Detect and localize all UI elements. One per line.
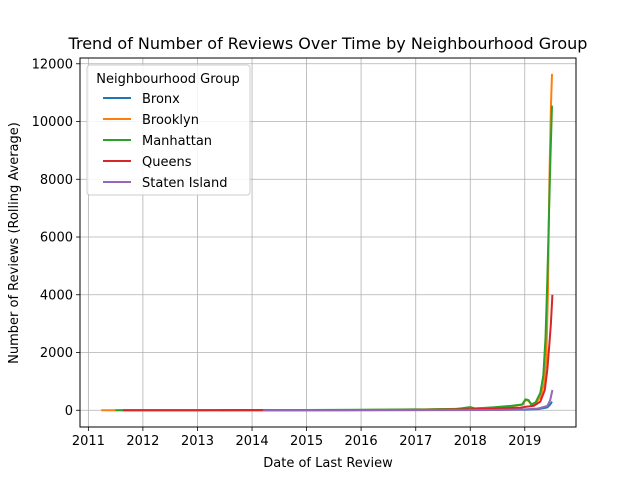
legend-entry: Manhattan — [142, 134, 212, 149]
x-tick-label: 2013 — [181, 434, 214, 449]
legend-title: Neighbourhood Group — [96, 72, 240, 87]
legend: Neighbourhood Group Bronx Brooklyn Manhatt… — [86, 64, 251, 196]
x-axis: 2011 2012 2013 2014 2015 2016 2017 2018 2019 — [72, 427, 541, 449]
y-axis-label: Number of Reviews (Rolling Average) — [7, 122, 22, 364]
series-line-staten-island — [262, 389, 554, 412]
legend-entry: Staten Island — [142, 176, 227, 191]
legend-entry: Brooklyn — [142, 113, 199, 128]
plot-frame — [79, 57, 577, 428]
x-axis-label: Date of Last Review — [263, 456, 393, 471]
y-tick-label: 4000 — [40, 288, 73, 303]
chart-title: Trend of Number of Reviews Over Time by … — [68, 34, 588, 53]
x-tick-label: 2014 — [236, 434, 269, 449]
x-tick-label: 2011 — [72, 434, 105, 449]
grid — [80, 58, 576, 427]
y-tick-label: 12000 — [32, 57, 73, 72]
legend-entry: Queens — [142, 155, 192, 170]
x-tick-label: 2012 — [126, 434, 159, 449]
y-tick-label: 10000 — [32, 115, 73, 130]
y-tick-label: 6000 — [40, 231, 73, 246]
x-tick-label: 2018 — [454, 434, 487, 449]
x-tick-label: 2019 — [508, 434, 541, 449]
y-axis: 0 2000 4000 6000 8000 10000 12000 — [32, 57, 80, 419]
y-tick-label: 2000 — [40, 346, 73, 361]
legend-entry: Bronx — [142, 92, 180, 107]
series-lines — [101, 73, 554, 412]
x-tick-label: 2015 — [290, 434, 323, 449]
y-tick-label: 8000 — [40, 173, 73, 188]
x-tick-label: 2017 — [399, 434, 432, 449]
x-tick-label: 2016 — [345, 434, 378, 449]
y-tick-label: 0 — [65, 404, 73, 419]
